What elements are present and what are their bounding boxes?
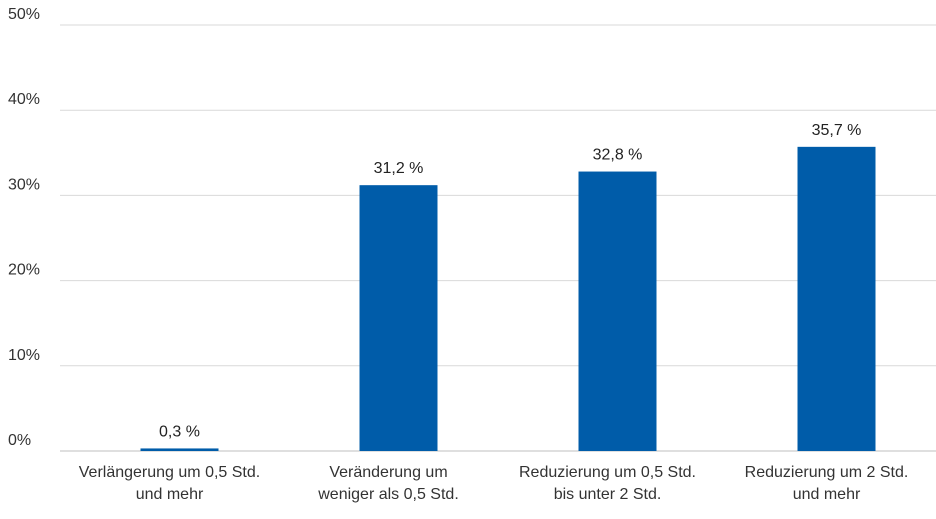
category-label-2: Reduzierung um 0,5 Std. bis unter 2 Std.: [519, 464, 696, 503]
category-label-2-line-1: bis unter 2 Std.: [554, 486, 662, 503]
bar-3: [797, 146, 876, 451]
bar-0: [140, 448, 219, 451]
category-label-1: Veränderung um weniger als 0,5 Std.: [317, 464, 459, 503]
bar-2: [578, 171, 657, 451]
category-labels: Verlängerung um 0,5 Std. und mehr Veränder…: [79, 464, 909, 503]
y-tick-label-5: 50%: [8, 6, 40, 23]
y-tick-label-3: 30%: [8, 176, 40, 193]
bar-1: [359, 185, 438, 451]
data-label-1: 31,2 %: [374, 160, 424, 177]
category-label-0-line-0: Verlängerung um 0,5 Std.: [79, 464, 260, 481]
category-label-0: Verlängerung um 0,5 Std. und mehr: [79, 464, 260, 503]
y-tick-label-1: 10%: [8, 347, 40, 364]
category-label-1-line-0: Veränderung um: [329, 464, 447, 481]
y-tick-label-4: 40%: [8, 91, 40, 108]
category-label-1-line-1: weniger als 0,5 Std.: [317, 486, 459, 503]
category-label-0-line-1: und mehr: [136, 486, 204, 503]
bars: [140, 146, 876, 451]
data-label-3: 35,7 %: [812, 122, 862, 139]
data-labels: 0,3 % 31,2 % 32,8 % 35,7 %: [159, 122, 861, 441]
gridlines: [60, 24, 936, 452]
y-tick-label-0: 0%: [8, 432, 31, 449]
category-label-2-line-0: Reduzierung um 0,5 Std.: [519, 464, 696, 481]
y-tick-label-2: 20%: [8, 262, 40, 279]
data-label-2: 32,8 %: [593, 147, 643, 164]
data-label-0: 0,3 %: [159, 423, 200, 440]
category-label-3: Reduzierung um 2 Std. und mehr: [745, 464, 909, 503]
y-axis-ticks: 0% 10% 20% 30% 40% 50%: [8, 6, 40, 449]
category-label-3-line-0: Reduzierung um 2 Std.: [745, 464, 909, 481]
category-label-3-line-1: und mehr: [793, 486, 861, 503]
